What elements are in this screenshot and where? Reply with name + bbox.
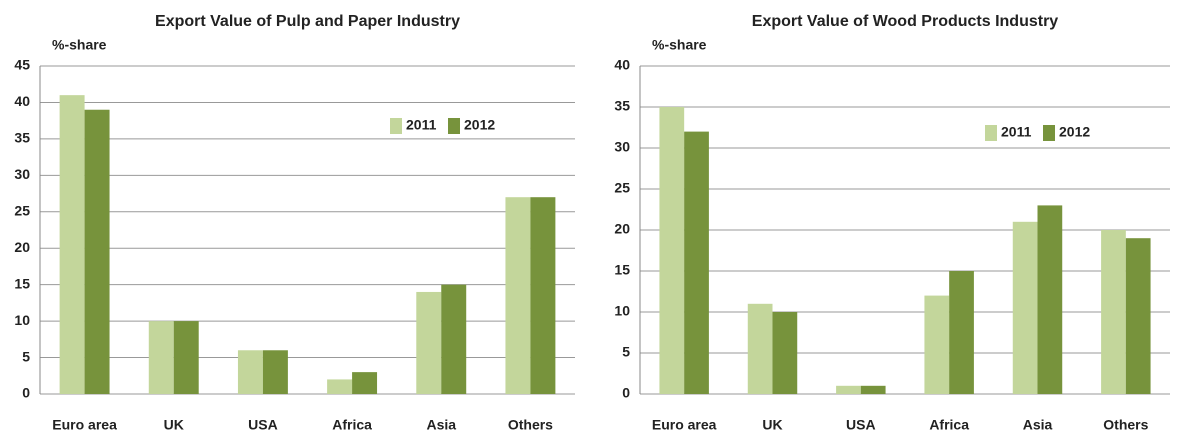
bar bbox=[924, 295, 950, 394]
bar bbox=[1012, 221, 1038, 394]
y-tick-label: 30 bbox=[614, 139, 630, 155]
legend-swatch bbox=[448, 118, 460, 134]
y-tick-label: 15 bbox=[14, 275, 30, 291]
legend-label: 2011 bbox=[1001, 124, 1032, 140]
legend-swatch bbox=[985, 125, 997, 141]
y-tick-label: 0 bbox=[22, 385, 30, 401]
x-tick-label: Africa bbox=[929, 417, 969, 433]
y-tick-label: 35 bbox=[614, 98, 630, 114]
x-tick-label: Others bbox=[1103, 417, 1148, 433]
x-tick-label: Africa bbox=[332, 417, 372, 433]
bar bbox=[747, 303, 773, 394]
y-tick-label: 0 bbox=[622, 385, 630, 401]
y-tick-label: 5 bbox=[22, 348, 30, 364]
bar bbox=[949, 271, 974, 394]
x-tick-label: Euro area bbox=[652, 417, 717, 433]
y-tick-label: 20 bbox=[614, 221, 630, 237]
y-tick-label: 10 bbox=[614, 303, 630, 319]
x-tick-label: Asia bbox=[426, 417, 456, 433]
bar bbox=[173, 321, 199, 394]
y-tick-label: 15 bbox=[614, 262, 630, 278]
y-tick-label: 40 bbox=[614, 57, 630, 73]
bar bbox=[237, 350, 263, 394]
bar bbox=[148, 321, 174, 394]
legend-swatch bbox=[390, 118, 402, 134]
y-tick-label: 40 bbox=[14, 93, 30, 109]
bar bbox=[684, 131, 709, 394]
x-tick-label: Asia bbox=[1023, 417, 1053, 433]
bar bbox=[416, 291, 442, 394]
legend-label: 2011 bbox=[406, 117, 437, 133]
y-tick-label: 25 bbox=[14, 202, 30, 218]
legend-label: 2012 bbox=[1059, 124, 1090, 140]
y-tick-label: 30 bbox=[14, 166, 30, 182]
x-tick-label: Euro area bbox=[52, 417, 117, 433]
bar bbox=[1125, 238, 1151, 394]
bar bbox=[505, 197, 531, 394]
legend-label: 2012 bbox=[464, 117, 495, 133]
bar bbox=[352, 372, 378, 394]
bar bbox=[860, 385, 886, 394]
x-tick-label: USA bbox=[846, 417, 876, 433]
y-tick-label: 45 bbox=[14, 57, 30, 73]
y-tick-label: 35 bbox=[14, 130, 30, 146]
y-tick-label: 20 bbox=[14, 239, 30, 255]
bar bbox=[327, 379, 353, 394]
bar bbox=[772, 312, 798, 394]
x-tick-label: USA bbox=[248, 417, 278, 433]
bar bbox=[1101, 230, 1126, 394]
bar bbox=[530, 197, 556, 394]
y-tick-label: 25 bbox=[614, 180, 630, 196]
x-tick-label: UK bbox=[762, 417, 782, 433]
bar bbox=[84, 109, 110, 394]
bar bbox=[262, 350, 288, 394]
x-tick-label: Others bbox=[508, 417, 553, 433]
legend-swatch bbox=[1043, 125, 1055, 141]
bar bbox=[1037, 205, 1063, 394]
bar bbox=[441, 284, 467, 394]
bar bbox=[659, 107, 685, 394]
chart-title: Export Value of Wood Products Industry bbox=[752, 13, 1059, 30]
y-tick-label: 5 bbox=[622, 344, 630, 360]
y-tick-label: 10 bbox=[14, 312, 30, 328]
bar bbox=[59, 95, 85, 395]
bar bbox=[836, 385, 861, 394]
y-axis-label: %-share bbox=[52, 37, 107, 53]
x-tick-label: UK bbox=[164, 417, 184, 433]
y-axis-label: %-share bbox=[652, 37, 707, 53]
chart-title: Export Value of Pulp and Paper Industry bbox=[155, 13, 460, 30]
